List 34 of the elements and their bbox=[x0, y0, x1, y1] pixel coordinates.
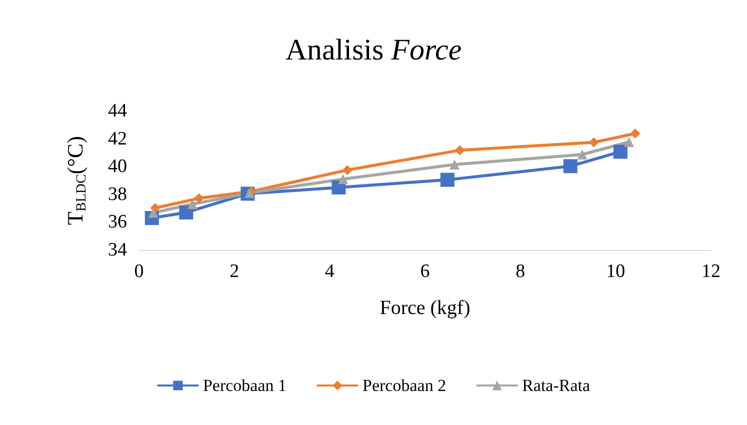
legend-label: Percobaan 1 bbox=[202, 376, 287, 395]
x-tick-label: 10 bbox=[606, 261, 626, 282]
x-tick-label: 2 bbox=[230, 261, 240, 282]
point bbox=[148, 208, 158, 218]
point bbox=[342, 165, 352, 176]
x-tick-label: 12 bbox=[702, 261, 720, 282]
point bbox=[450, 160, 460, 170]
point bbox=[624, 136, 634, 147]
y-tick-label: 44 bbox=[108, 100, 128, 122]
y-tick-label: 36 bbox=[108, 212, 127, 233]
point bbox=[630, 128, 640, 139]
y-tick-label: 38 bbox=[108, 184, 127, 205]
point bbox=[613, 144, 628, 159]
point bbox=[563, 159, 578, 174]
y-tick-label: 40 bbox=[108, 156, 127, 178]
point bbox=[187, 199, 198, 210]
point bbox=[577, 150, 588, 160]
legend-label: Percobaan 2 bbox=[362, 376, 446, 395]
point bbox=[194, 193, 204, 204]
point bbox=[179, 205, 194, 220]
y-tick-label: 34 bbox=[108, 240, 128, 260]
legend-label: Rata-Rata bbox=[522, 376, 590, 395]
point bbox=[588, 137, 599, 148]
point bbox=[440, 172, 454, 187]
y-tick-label: 42 bbox=[108, 128, 127, 150]
x-axis-title: Force (kgf) bbox=[380, 297, 470, 319]
y-axis-title: TBLDC(°C) bbox=[62, 136, 90, 225]
point bbox=[338, 174, 348, 184]
x-tick-label: 4 bbox=[324, 261, 335, 282]
x-tick-label: 8 bbox=[516, 261, 526, 282]
x-tick-label: 6 bbox=[420, 261, 430, 282]
point bbox=[454, 145, 465, 156]
chart-title: Analisis Force bbox=[285, 34, 462, 66]
x-tick-label: 0 bbox=[134, 261, 144, 282]
